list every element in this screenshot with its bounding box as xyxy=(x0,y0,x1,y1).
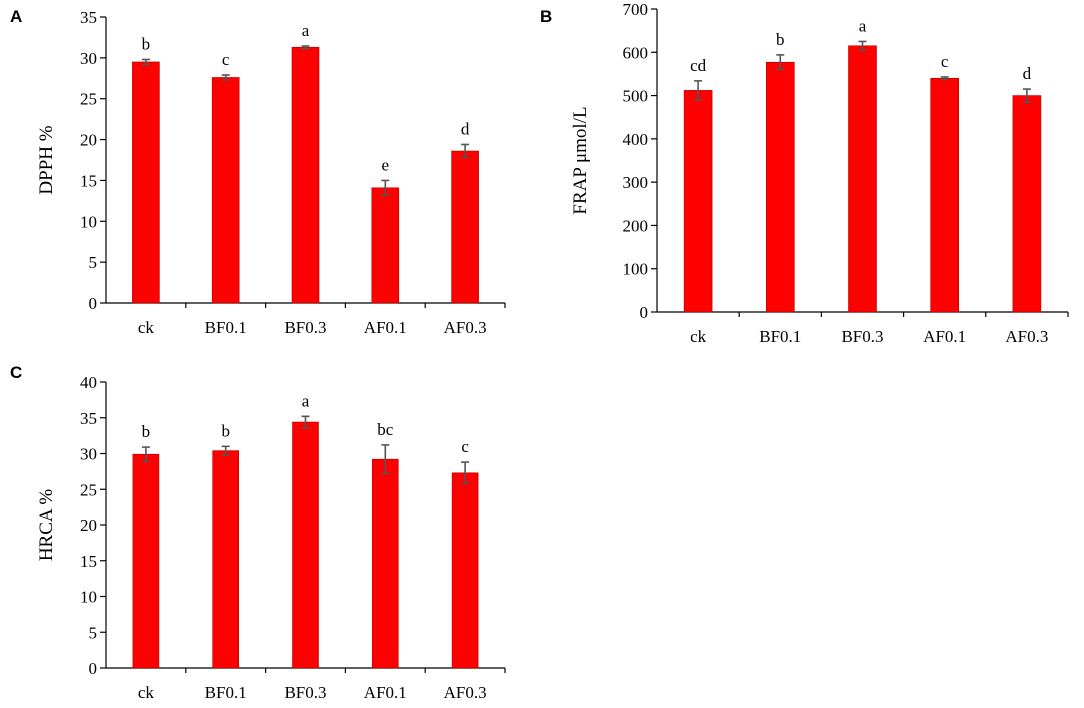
y-tick-label: 35 xyxy=(80,8,97,27)
bar xyxy=(371,187,400,304)
panel-letter: C xyxy=(10,363,22,382)
y-tick-label: 10 xyxy=(80,212,97,231)
y-tick-label: 40 xyxy=(80,373,97,392)
y-tick-label: 0 xyxy=(89,294,98,313)
y-tick-label: 35 xyxy=(80,409,97,428)
y-tick-label: 20 xyxy=(80,516,97,535)
y-tick-label: 5 xyxy=(89,253,98,272)
bar xyxy=(765,61,795,313)
y-tick-label: 20 xyxy=(80,131,97,150)
x-category-label: AF0.3 xyxy=(444,318,487,337)
x-category-label: BF0.3 xyxy=(284,683,326,702)
y-tick-label: 600 xyxy=(623,43,649,62)
y-tick-label: 0 xyxy=(640,303,649,322)
y-tick-label: 700 xyxy=(623,0,649,19)
y-axis-title: DPPH % xyxy=(36,125,57,194)
significance-label: a xyxy=(302,391,310,410)
bar xyxy=(451,150,479,304)
y-tick-label: 15 xyxy=(80,171,97,190)
bar xyxy=(1012,95,1042,313)
y-tick-label: 500 xyxy=(623,87,649,106)
significance-label: b xyxy=(221,421,230,440)
bar xyxy=(132,61,160,304)
significance-label: b xyxy=(776,30,785,49)
y-tick-label: 200 xyxy=(623,216,649,235)
significance-label: b xyxy=(142,422,151,441)
bar xyxy=(371,458,399,669)
x-category-label: BF0.1 xyxy=(759,327,801,346)
x-category-label: BF0.3 xyxy=(284,318,326,337)
panel-c: C 0 5 10 15 20 25 30 35 40 b ck b BF0.1 a BF0.3 bc AF0.1 c… xyxy=(10,363,506,702)
y-tick-label: 15 xyxy=(80,552,97,571)
bar xyxy=(211,77,240,304)
bar xyxy=(848,45,877,313)
significance-label: a xyxy=(302,21,310,40)
y-tick-label: 25 xyxy=(80,480,97,499)
panel-letter: A xyxy=(10,7,22,26)
significance-label: c xyxy=(461,437,469,456)
bar xyxy=(212,450,239,669)
y-tick-label: 30 xyxy=(80,49,97,68)
panel-a: A 0 5 10 15 20 25 30 35 b ck c BF0.1 a BF0.3 e AF0.1 d AF0… xyxy=(10,7,506,337)
significance-label: b xyxy=(142,34,151,53)
bar xyxy=(683,90,713,313)
significance-label: e xyxy=(382,155,390,174)
y-tick-label: 25 xyxy=(80,90,97,109)
bar xyxy=(292,421,319,669)
y-tick-label: 30 xyxy=(80,445,97,464)
bar xyxy=(930,77,960,313)
x-category-label: ck xyxy=(138,318,155,337)
panel-b: B0100200300400500600700cdckbBF0.1aBF0.3c… xyxy=(540,0,1069,346)
x-category-label: BF0.1 xyxy=(205,683,247,702)
significance-label: c xyxy=(941,52,949,71)
bar xyxy=(132,453,160,669)
significance-label: a xyxy=(859,16,867,35)
y-tick-label: 5 xyxy=(89,623,98,642)
significance-label: d xyxy=(461,119,470,138)
x-category-label: AF0.1 xyxy=(923,327,966,346)
significance-label: d xyxy=(1023,64,1032,83)
x-category-label: AF0.1 xyxy=(364,683,407,702)
x-category-label: BF0.1 xyxy=(205,318,247,337)
panel-letter: B xyxy=(540,7,552,26)
x-category-label: BF0.3 xyxy=(841,327,883,346)
significance-label: bc xyxy=(377,420,394,439)
bar xyxy=(291,46,320,304)
x-category-label: ck xyxy=(690,327,707,346)
bar xyxy=(451,472,479,669)
y-axis-title: FRAP μmol/L xyxy=(570,106,591,214)
x-category-label: ck xyxy=(138,683,155,702)
x-category-label: AF0.3 xyxy=(1005,327,1048,346)
x-category-label: AF0.3 xyxy=(444,683,487,702)
significance-label: c xyxy=(222,50,230,69)
y-tick-label: 0 xyxy=(89,659,98,678)
y-tick-label: 10 xyxy=(80,588,97,607)
y-tick-label: 400 xyxy=(623,130,649,149)
significance-label: cd xyxy=(690,56,707,75)
x-category-label: AF0.1 xyxy=(364,318,407,337)
y-tick-label: 100 xyxy=(623,260,649,279)
y-axis-title: HRCA % xyxy=(36,489,57,561)
y-tick-label: 300 xyxy=(623,173,649,192)
